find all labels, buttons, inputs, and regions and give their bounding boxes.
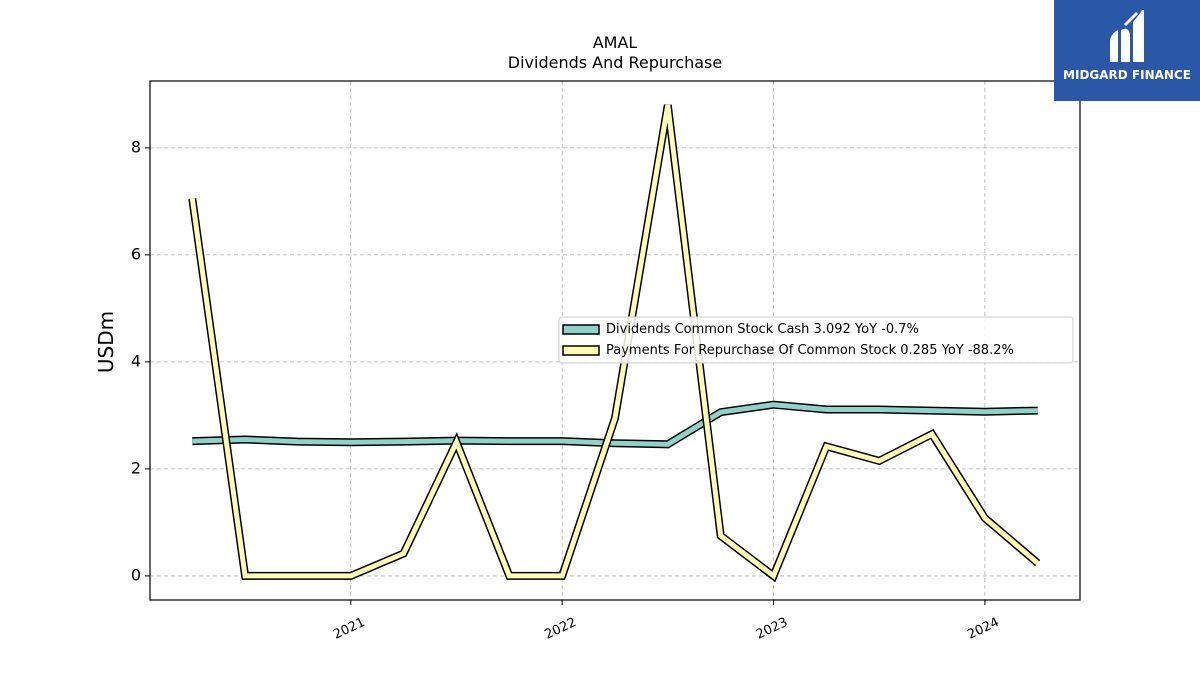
x-tick-label: 2024 <box>965 615 1001 643</box>
x-ticks: 2021 2022 2023 2024 <box>331 600 1002 643</box>
logo-text: MIDGARD FINANCE <box>1063 68 1191 82</box>
series-line-0 <box>192 402 1038 447</box>
legend-swatch-1 <box>562 345 600 356</box>
plot-frame <box>149 80 1081 601</box>
legend-label-1: Payments For Repurchase Of Common Stock … <box>606 343 1014 358</box>
y-tick-label: 2 <box>131 458 141 477</box>
x-tick-label: 2021 <box>331 615 367 643</box>
y-tick-label: 8 <box>131 137 141 156</box>
logo-mark-icon <box>1110 10 1144 63</box>
legend-swatch-0 <box>562 324 600 335</box>
y-axis-label: USDm <box>94 311 118 373</box>
series-line-1 <box>189 104 1040 580</box>
legend: Dividends Common Stock Cash 3.092 YoY -0… <box>558 316 1074 364</box>
y-tick-label: 0 <box>131 565 141 584</box>
chart-subtitle: Dividends And Repurchase <box>508 53 722 72</box>
midgard-finance-logo: MIDGARD FINANCE <box>1054 0 1200 101</box>
y-tick-label: 4 <box>131 351 141 370</box>
legend-label-0: Dividends Common Stock Cash 3.092 YoY -0… <box>606 322 919 337</box>
chart-title: AMAL <box>593 33 638 52</box>
x-tick-label: 2023 <box>754 615 790 643</box>
series-layer <box>188 104 1041 583</box>
legend-box <box>558 316 1074 364</box>
x-tick-label: 2022 <box>543 615 579 643</box>
y-tick-label: 6 <box>131 244 141 263</box>
y-ticks: 0 2 4 6 8 <box>131 137 150 584</box>
